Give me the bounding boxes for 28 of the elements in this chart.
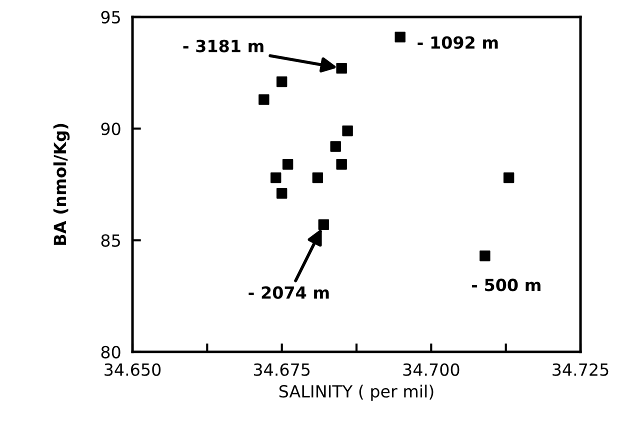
annotation: - 500 m bbox=[472, 278, 540, 292]
x-tick-label: 34.700 bbox=[403, 363, 460, 376]
point bbox=[312, 172, 324, 184]
point bbox=[503, 172, 514, 184]
point bbox=[330, 141, 341, 152]
y-axis-title: BA (nmol/Kg) bbox=[53, 124, 70, 245]
point bbox=[258, 94, 270, 105]
point bbox=[480, 250, 490, 262]
point bbox=[336, 158, 347, 170]
y-tick-label: 85 bbox=[101, 234, 120, 247]
x-axis-title: SALINITY ( per mil) bbox=[279, 384, 434, 401]
annotation: - 1092 m bbox=[418, 36, 498, 49]
y-tick-label: 80 bbox=[101, 346, 120, 358]
y-tick-label: 95 bbox=[101, 10, 120, 24]
point bbox=[318, 219, 330, 230]
x-tick-label: 34.675 bbox=[254, 363, 310, 376]
annotation: - 3181 m bbox=[183, 40, 264, 52]
point bbox=[276, 188, 288, 199]
x-tick-label: 34.725 bbox=[552, 363, 608, 376]
point bbox=[282, 158, 294, 170]
y-tick-label: 90 bbox=[101, 122, 120, 136]
x-tick-label: 34.650 bbox=[104, 363, 161, 376]
point bbox=[270, 172, 282, 184]
point bbox=[336, 62, 347, 74]
point bbox=[394, 32, 406, 42]
point bbox=[342, 125, 353, 136]
annotation: - 2074 m bbox=[248, 286, 329, 299]
point bbox=[276, 76, 288, 88]
